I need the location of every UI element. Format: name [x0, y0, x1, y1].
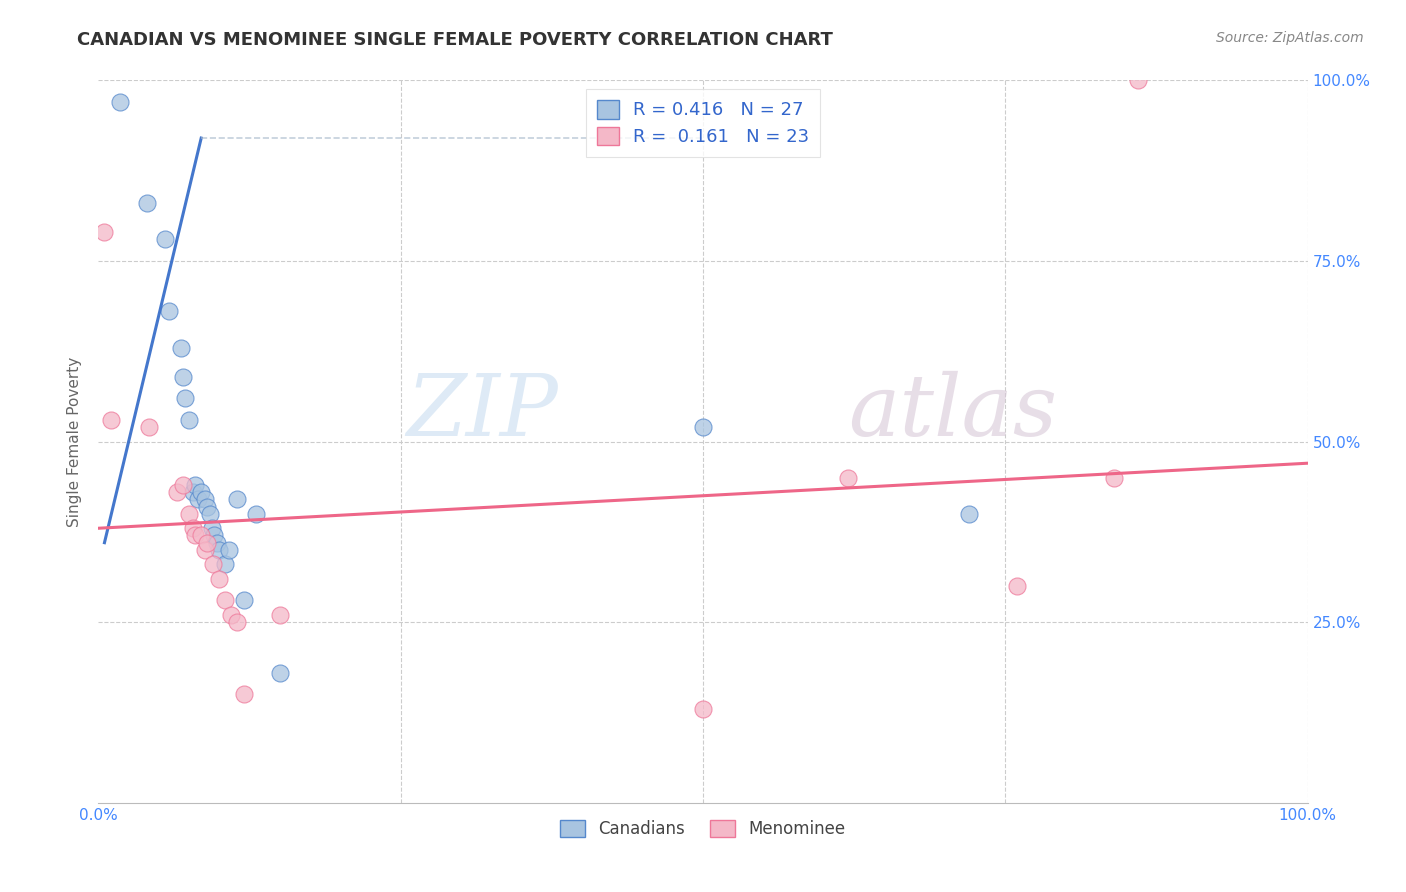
Menominee	[232, 687, 254, 701]
Menominee	[837, 470, 859, 484]
Canadians	[957, 507, 980, 521]
Menominee	[1128, 73, 1150, 87]
Canadians	[692, 420, 714, 434]
Text: atlas: atlas	[848, 371, 1057, 454]
Canadians	[205, 535, 228, 549]
Text: Source: ZipAtlas.com: Source: ZipAtlas.com	[1216, 31, 1364, 45]
Menominee	[181, 521, 204, 535]
Menominee	[190, 528, 212, 542]
Menominee	[1007, 579, 1029, 593]
Menominee	[1102, 470, 1125, 484]
Menominee	[184, 528, 207, 542]
Canadians	[201, 521, 224, 535]
Menominee	[202, 558, 225, 572]
Canadians	[157, 304, 180, 318]
Menominee	[93, 225, 115, 239]
Menominee	[214, 593, 236, 607]
Menominee	[138, 420, 160, 434]
Y-axis label: Single Female Poverty: Single Female Poverty	[67, 357, 83, 526]
Text: ZIP: ZIP	[406, 371, 558, 454]
Canadians	[169, 341, 191, 355]
Canadians	[172, 369, 194, 384]
Canadians	[174, 391, 197, 405]
Canadians	[214, 558, 236, 572]
Canadians	[184, 478, 207, 492]
Canadians	[190, 485, 212, 500]
Menominee	[208, 572, 231, 586]
Menominee	[100, 413, 122, 427]
Canadians	[218, 542, 240, 557]
Menominee	[195, 535, 218, 549]
Canadians	[194, 492, 217, 507]
Canadians	[181, 485, 204, 500]
Menominee	[226, 615, 249, 630]
Menominee	[194, 542, 217, 557]
Canadians	[208, 542, 231, 557]
Menominee	[172, 478, 194, 492]
Menominee	[692, 702, 714, 716]
Canadians	[232, 593, 254, 607]
Menominee	[179, 507, 201, 521]
Canadians	[269, 665, 291, 680]
Canadians	[226, 492, 249, 507]
Canadians	[204, 528, 226, 542]
Canadians	[198, 507, 221, 521]
Menominee	[221, 607, 243, 622]
Canadians	[153, 232, 176, 246]
Canadians	[187, 492, 209, 507]
Menominee	[269, 607, 291, 622]
Legend: Canadians, Menominee: Canadians, Menominee	[554, 814, 852, 845]
Canadians	[179, 413, 201, 427]
Canadians	[135, 196, 157, 211]
Text: CANADIAN VS MENOMINEE SINGLE FEMALE POVERTY CORRELATION CHART: CANADIAN VS MENOMINEE SINGLE FEMALE POVE…	[77, 31, 834, 49]
Menominee	[166, 485, 188, 500]
Canadians	[195, 500, 218, 514]
Canadians	[245, 507, 267, 521]
Canadians	[108, 95, 131, 109]
